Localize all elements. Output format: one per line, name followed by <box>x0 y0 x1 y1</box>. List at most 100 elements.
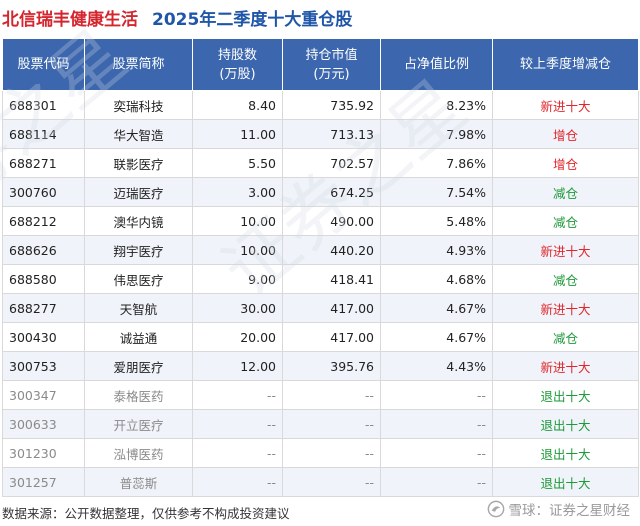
market-value: 702.57 <box>282 148 381 178</box>
market-value: 735.92 <box>282 90 381 120</box>
position-change: 新进十大 <box>492 235 639 265</box>
shares-held: 10.00 <box>192 235 283 265</box>
column-header-label: 股票代码 <box>17 57 70 72</box>
table-row: 300430 诚益通 20.00 417.00 4.67% 减仓 <box>2 322 639 352</box>
table-row: 688114 华大智造 11.00 713.13 7.98% 增仓 <box>2 119 639 149</box>
table-row: 688626 翔宇医疗 10.00 440.20 4.93% 新进十大 <box>2 235 639 265</box>
shares-held: 30.00 <box>192 293 283 323</box>
nav-ratio: 7.98% <box>380 119 493 149</box>
stock-code: 688277 <box>2 293 85 323</box>
column-header: 持股数 (万股) <box>192 38 283 91</box>
nav-ratio: 4.93% <box>380 235 493 265</box>
position-change: 减仓 <box>492 177 639 207</box>
column-header: 较上季度增减仓 <box>492 38 639 91</box>
fund-name: 北信瑞丰健康生活 <box>2 9 138 30</box>
shares-held: 9.00 <box>192 264 283 294</box>
market-value: 418.41 <box>282 264 381 294</box>
nav-ratio: 7.86% <box>380 148 493 178</box>
market-value: -- <box>282 409 381 439</box>
table-body: 688301 奕瑞科技 8.40 735.92 8.23% 新进十大 688114 华大智造 1… <box>2 90 639 497</box>
stock-code: 300753 <box>2 351 85 381</box>
table-row: 688301 奕瑞科技 8.40 735.92 8.23% 新进十大 <box>2 90 639 120</box>
snowball-icon <box>487 500 504 518</box>
table-row: 300753 爱朋医疗 12.00 395.76 4.43% 新进十大 <box>2 351 639 381</box>
shares-held: -- <box>192 438 283 468</box>
report-title: 2025年二季度十大重仓股 <box>152 9 353 30</box>
stock-code: 300633 <box>2 409 85 439</box>
table-row: 688277 天智航 30.00 417.00 4.67% 新进十大 <box>2 293 639 323</box>
stock-code: 688114 <box>2 119 85 149</box>
stock-name: 开立医疗 <box>84 409 193 439</box>
table-row: 300760 迈瑞医疗 3.00 674.25 7.54% 减仓 <box>2 177 639 207</box>
stock-name: 奕瑞科技 <box>84 90 193 120</box>
stock-name: 联影医疗 <box>84 148 193 178</box>
stock-code: 301230 <box>2 438 85 468</box>
stock-code: 300430 <box>2 322 85 352</box>
stock-code: 688212 <box>2 206 85 236</box>
column-header-label: 持仓市值 <box>305 47 358 63</box>
stock-name: 普蕊斯 <box>84 467 193 497</box>
brand-text: 雪球：证券之星财经 <box>508 503 631 519</box>
position-change: 增仓 <box>492 148 639 178</box>
table-row: 688271 联影医疗 5.50 702.57 7.86% 增仓 <box>2 148 639 178</box>
market-value: -- <box>282 467 381 497</box>
column-header: 持仓市值 (万元) <box>282 38 381 91</box>
brand-attribution: 雪球：证券之星财经 <box>487 499 631 519</box>
position-change: 增仓 <box>492 119 639 149</box>
column-header-label: 占净值比例 <box>403 57 469 72</box>
position-change: 退出十大 <box>492 409 639 439</box>
shares-held: 20.00 <box>192 322 283 352</box>
table-row: 301257 普蕊斯 -- -- -- 退出十大 <box>2 467 639 497</box>
header-row: 股票代码 股票简称 持股数 (万股) 持仓市值 (万元) 占净值比例 较上季度增减仓 <box>2 38 639 91</box>
column-header-label: (万股) <box>219 66 256 82</box>
shares-held: 12.00 <box>192 351 283 381</box>
table-row: 688212 澳华内镜 10.00 490.00 5.48% 减仓 <box>2 206 639 236</box>
column-header: 股票代码 <box>2 38 85 91</box>
column-header: 股票简称 <box>84 38 193 91</box>
stock-code: 300347 <box>2 380 85 410</box>
market-value: 440.20 <box>282 235 381 265</box>
shares-held: -- <box>192 380 283 410</box>
shares-held: -- <box>192 467 283 497</box>
stock-name: 爱朋医疗 <box>84 351 193 381</box>
nav-ratio: 4.68% <box>380 264 493 294</box>
nav-ratio: 8.23% <box>380 90 493 120</box>
nav-ratio: -- <box>380 409 493 439</box>
position-change: 减仓 <box>492 264 639 294</box>
shares-held: -- <box>192 409 283 439</box>
stock-name: 泓博医药 <box>84 438 193 468</box>
position-change: 退出十大 <box>492 380 639 410</box>
position-change: 新进十大 <box>492 90 639 120</box>
market-value: 417.00 <box>282 293 381 323</box>
nav-ratio: 7.54% <box>380 177 493 207</box>
shares-held: 11.00 <box>192 119 283 149</box>
nav-ratio: 4.43% <box>380 351 493 381</box>
stock-name: 澳华内镜 <box>84 206 193 236</box>
stock-code: 688301 <box>2 90 85 120</box>
market-value: 713.13 <box>282 119 381 149</box>
nav-ratio: -- <box>380 467 493 497</box>
market-value: -- <box>282 438 381 468</box>
nav-ratio: 5.48% <box>380 206 493 236</box>
market-value: -- <box>282 380 381 410</box>
nav-ratio: -- <box>380 380 493 410</box>
column-header-label: 较上季度增减仓 <box>519 57 611 72</box>
nav-ratio: -- <box>380 438 493 468</box>
stock-name: 翔宇医疗 <box>84 235 193 265</box>
stock-code: 688271 <box>2 148 85 178</box>
market-value: 417.00 <box>282 322 381 352</box>
stock-code: 301257 <box>2 467 85 497</box>
table-row: 688580 伟思医疗 9.00 418.41 4.68% 减仓 <box>2 264 639 294</box>
holdings-table: 股票代码 股票简称 持股数 (万股) 持仓市值 (万元) 占净值比例 较上季度增减仓 6883… <box>2 38 639 497</box>
shares-held: 5.50 <box>192 148 283 178</box>
stock-code: 688626 <box>2 235 85 265</box>
nav-ratio: 4.67% <box>380 322 493 352</box>
title-bar: 北信瑞丰健康生活 2025年二季度十大重仓股 <box>2 3 352 31</box>
market-value: 674.25 <box>282 177 381 207</box>
data-source-note: 数据来源：公开数据整理，仅供参考不构成投资建议 <box>2 506 290 521</box>
position-change: 减仓 <box>492 322 639 352</box>
table-row: 301230 泓博医药 -- -- -- 退出十大 <box>2 438 639 468</box>
stock-name: 华大智造 <box>84 119 193 149</box>
table-row: 300633 开立医疗 -- -- -- 退出十大 <box>2 409 639 439</box>
stock-code: 300760 <box>2 177 85 207</box>
